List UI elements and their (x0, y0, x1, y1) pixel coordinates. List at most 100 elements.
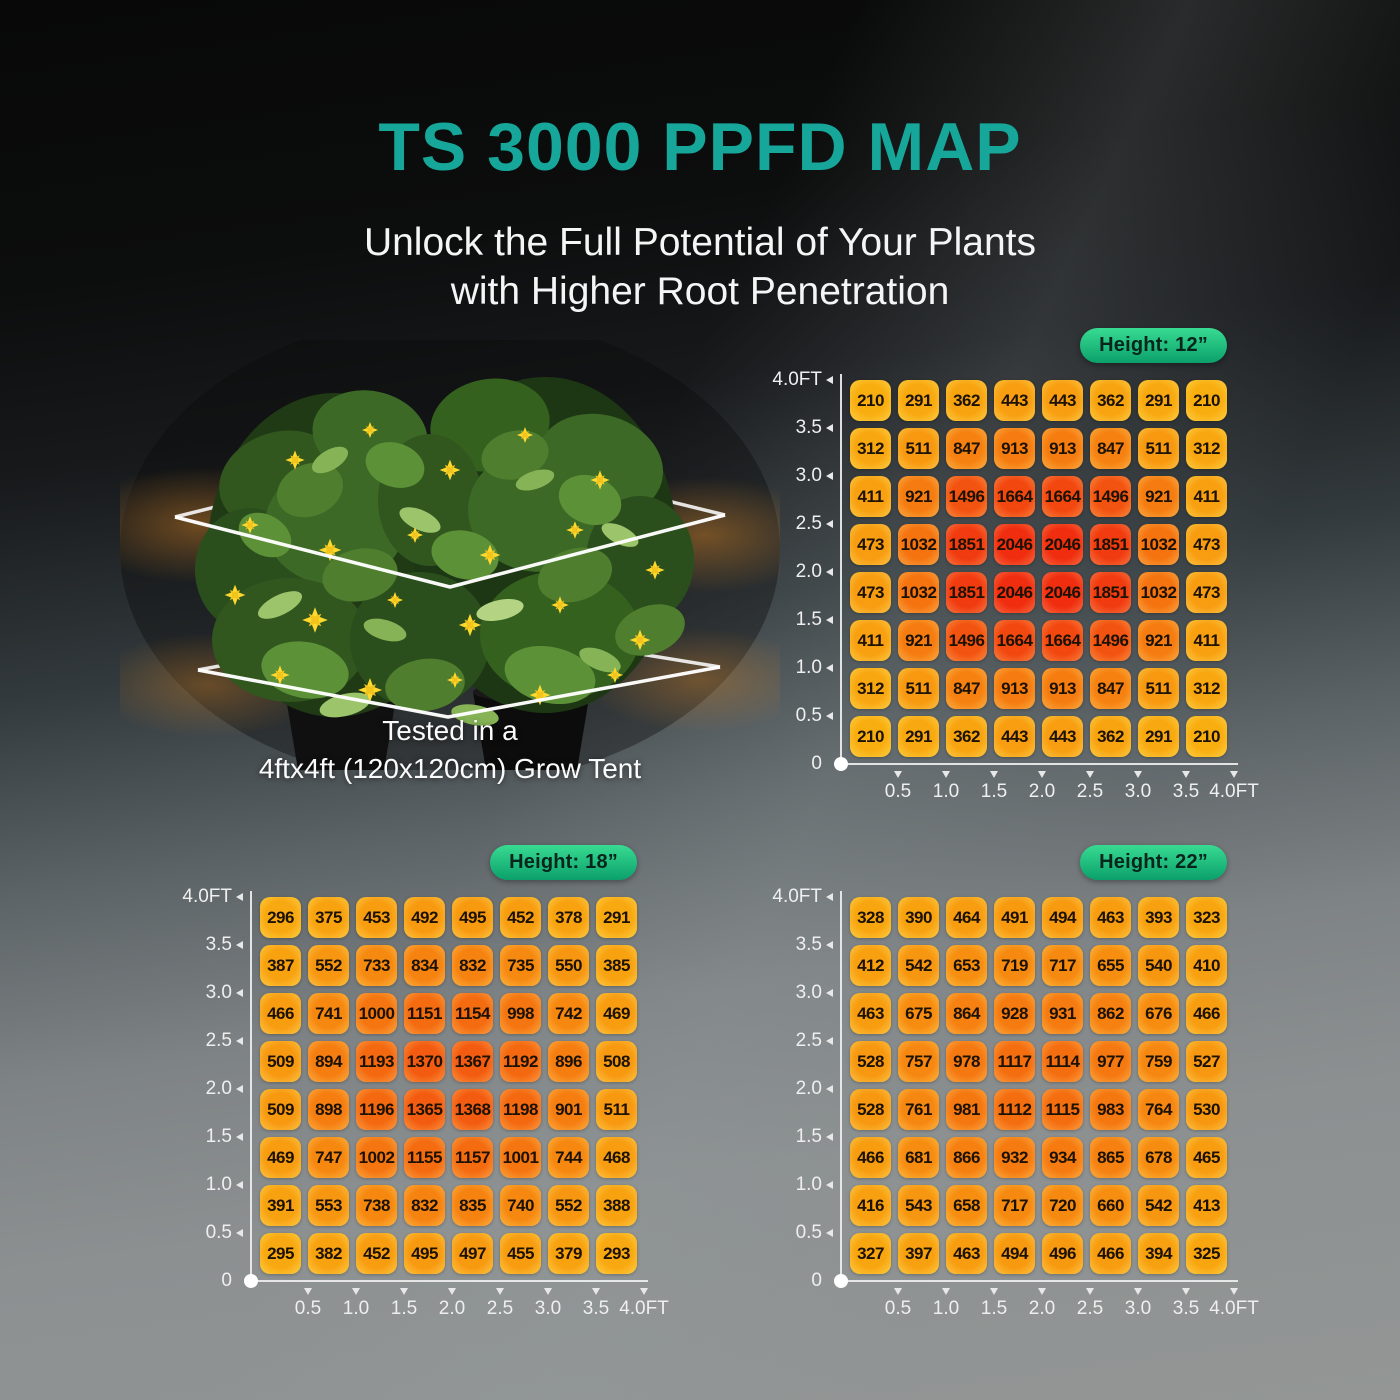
ppfd-cell: 511 (596, 1089, 637, 1130)
x-axis-line (840, 1280, 1238, 1282)
ppfd-cell: 847 (1090, 668, 1131, 709)
ppfd-cell: 473 (850, 572, 891, 613)
ppfd-cell: 1851 (1090, 572, 1131, 613)
ppfd-cell: 411 (850, 620, 891, 661)
x-axis-tick-arrow (942, 771, 950, 778)
ppfd-cell: 410 (1186, 945, 1227, 986)
ppfd-cell: 443 (994, 380, 1035, 421)
y-axis-tick-arrow (236, 989, 243, 997)
page-subtitle: Unlock the Full Potential of Your Plants… (0, 218, 1400, 316)
light-plane-upper-front (174, 513, 726, 589)
ppfd-cell: 466 (260, 993, 301, 1034)
ppfd-cell: 495 (404, 1233, 445, 1274)
ppfd-cell: 466 (850, 1137, 891, 1178)
ppfd-cell: 390 (898, 897, 939, 938)
x-axis-tick-arrow (1086, 771, 1094, 778)
ppfd-cell: 511 (1138, 428, 1179, 469)
ppfd-cell: 387 (260, 945, 301, 986)
ppfd-cell: 1155 (404, 1137, 445, 1178)
x-axis-label: 1.0 (342, 1298, 370, 1319)
ppfd-cell: 738 (356, 1185, 397, 1226)
ppfd-cell: 1002 (356, 1137, 397, 1178)
y-axis-tick-arrow (236, 893, 243, 901)
ppfd-cell: 981 (946, 1089, 987, 1130)
x-axis-tick-arrow (1134, 1288, 1142, 1295)
ppfd-cell: 295 (260, 1233, 301, 1274)
ppfd-cell: 1496 (1090, 620, 1131, 661)
ppfd-cell: 375 (308, 897, 349, 938)
ppfd-cell: 508 (596, 1041, 637, 1082)
x-axis-label: 4.0FT (1209, 781, 1259, 802)
x-axis-tick-arrow (448, 1288, 456, 1295)
x-axis-tick-arrow (894, 1288, 902, 1295)
ppfd-cell: 675 (898, 993, 939, 1034)
x-axis-tick-arrow (592, 1288, 600, 1295)
ppfd-cell: 412 (850, 945, 891, 986)
ppfd-cell: 1664 (994, 620, 1035, 661)
ppfd-cell: 416 (850, 1185, 891, 1226)
y-axis-label: 2.0 (795, 561, 822, 582)
ppfd-chart-height-12in: Height: 12” 210 291 362 443 443 362 291 210 312 5… (770, 328, 1259, 813)
x-axis-label: 3.0 (534, 1298, 562, 1319)
y-axis-label: 2.5 (205, 1030, 232, 1051)
ppfd-cell: 1032 (898, 572, 939, 613)
ppfd-cell: 2046 (1042, 524, 1083, 565)
ppfd-cell: 678 (1138, 1137, 1179, 1178)
x-axis-tick-arrow (1182, 1288, 1190, 1295)
plant-illustration (120, 340, 780, 770)
ppfd-cell: 1154 (452, 993, 493, 1034)
ppfd-cell: 379 (548, 1233, 589, 1274)
y-axis-tick-arrow (826, 1181, 833, 1189)
ppfd-cell: 741 (308, 993, 349, 1034)
ppfd-cell: 443 (1042, 380, 1083, 421)
ppfd-cell: 473 (1186, 572, 1227, 613)
ppfd-cell: 552 (548, 1185, 589, 1226)
ppfd-cell: 921 (1138, 476, 1179, 517)
ppfd-cell: 733 (356, 945, 397, 986)
ppfd-cell: 291 (596, 897, 637, 938)
x-axis-label: 0.5 (884, 781, 912, 802)
height-badge: Height: 18” (490, 845, 637, 880)
ppfd-cell: 312 (1186, 428, 1227, 469)
ppfd-cell: 542 (898, 945, 939, 986)
ppfd-cell: 463 (946, 1233, 987, 1274)
x-axis-label: 2.0 (1028, 781, 1056, 802)
ppfd-cell: 397 (898, 1233, 939, 1274)
y-axis-tick-arrow (826, 1133, 833, 1141)
ppfd-cell: 362 (946, 716, 987, 757)
y-axis-label: 2.0 (205, 1078, 232, 1099)
ppfd-cell: 382 (308, 1233, 349, 1274)
ppfd-cell: 411 (1186, 476, 1227, 517)
ppfd-cell: 835 (452, 1185, 493, 1226)
y-axis-label: 2.5 (795, 1030, 822, 1051)
ppfd-cell: 913 (1042, 428, 1083, 469)
plant-foliage (195, 377, 694, 726)
ppfd-cell: 2046 (994, 524, 1035, 565)
ppfd-cell: 312 (850, 428, 891, 469)
x-axis-tick-arrow (400, 1288, 408, 1295)
y-axis-label: 0 (221, 1270, 232, 1291)
ppfd-cell: 2046 (1042, 572, 1083, 613)
x-axis-label: 1.5 (390, 1298, 418, 1319)
y-axis-tick-arrow (826, 376, 833, 384)
y-axis-tick-arrow (826, 712, 833, 720)
ppfd-cell: 495 (452, 897, 493, 938)
x-axis-label: 1.5 (980, 1298, 1008, 1319)
ppfd-cell: 717 (994, 1185, 1035, 1226)
ppfd-cell: 509 (260, 1089, 301, 1130)
ppfd-cell: 921 (1138, 620, 1179, 661)
ppfd-cell: 528 (850, 1041, 891, 1082)
y-axis-label: 1.5 (205, 1126, 232, 1147)
ppfd-cell: 921 (898, 620, 939, 661)
x-axis-tick-arrow (1230, 1288, 1238, 1295)
ppfd-cell: 864 (946, 993, 987, 1034)
ppfd-cell: 719 (994, 945, 1035, 986)
ppfd-cell: 898 (308, 1089, 349, 1130)
ppfd-cell: 1496 (946, 620, 987, 661)
ppfd-cell: 466 (1090, 1233, 1131, 1274)
y-axis-tick-arrow (826, 520, 833, 528)
ppfd-cell: 921 (898, 476, 939, 517)
ppfd-cell: 413 (1186, 1185, 1227, 1226)
x-axis-tick-arrow (1182, 771, 1190, 778)
ppfd-cell: 530 (1186, 1089, 1227, 1130)
